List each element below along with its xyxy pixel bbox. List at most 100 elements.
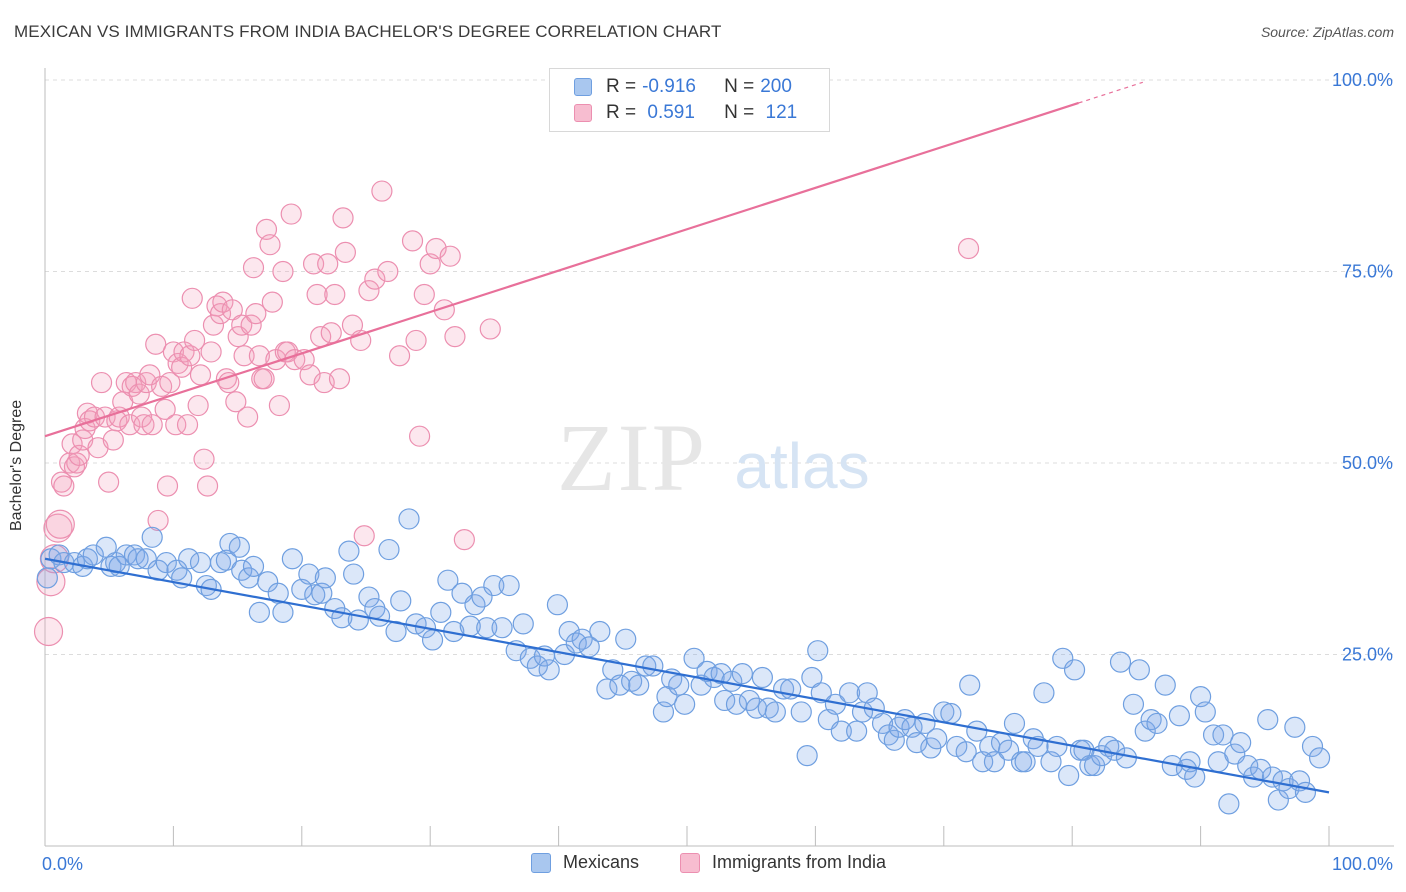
mexicans-point [1033, 682, 1055, 704]
india-point [176, 414, 199, 436]
trend-line-india-extension [1078, 81, 1144, 104]
mexicans-point [437, 569, 459, 591]
mexicans-point [558, 620, 580, 643]
india-point [453, 528, 475, 551]
mexicans-point [801, 666, 823, 689]
india-point [141, 414, 163, 436]
mexicans-point [1146, 712, 1168, 735]
india-point [444, 326, 466, 348]
india-point [280, 203, 302, 225]
chart-title: MEXICAN VS IMMIGRANTS FROM INDIA BACHELO… [14, 22, 722, 41]
y-tick-label: 75.0% [1342, 262, 1393, 282]
mexicans-point [983, 751, 1006, 773]
mexicans-point [491, 617, 513, 639]
india-point [237, 406, 259, 428]
mexicans-point [378, 538, 400, 561]
mexicans-point [358, 586, 380, 608]
mexicans-point [281, 548, 303, 570]
mexicans-point [483, 574, 505, 597]
mexicans-point [796, 745, 818, 767]
legend-item-india[interactable]: Immigrants from India [680, 852, 886, 873]
india-point [240, 314, 262, 336]
india-point [320, 322, 342, 344]
mexicans-point [731, 663, 753, 685]
mexicans-point [1003, 712, 1026, 735]
y-tick-label: 25.0% [1342, 645, 1393, 665]
india-point [272, 260, 294, 283]
mexicans-point [178, 548, 200, 570]
source-credit: Source: ZipAtlas.com [1260, 24, 1394, 40]
india-point [328, 368, 351, 390]
mexicans-point [628, 674, 650, 696]
trend-line-mexicans [44, 557, 1330, 794]
legend-n-value: 200 [760, 76, 792, 97]
mexicans-point [36, 567, 58, 589]
mexicans-point [155, 551, 177, 574]
mexicans-point [1115, 747, 1137, 769]
mexicans-point [1140, 709, 1162, 731]
india-point [353, 525, 375, 547]
mexicans-point [257, 571, 279, 593]
mexicans-point [883, 729, 905, 751]
mexicans-point [471, 586, 493, 608]
india-point [957, 237, 980, 260]
india-point [405, 329, 427, 352]
india-point [156, 475, 179, 497]
india-point [371, 180, 393, 202]
mexicans-point [1194, 701, 1216, 723]
mexicans-point [538, 659, 560, 681]
india-point [106, 410, 128, 432]
axes [44, 68, 1394, 847]
mexicans-point [398, 508, 420, 530]
india-point [159, 371, 181, 394]
india-point [358, 280, 380, 302]
mexicans-point [127, 548, 149, 570]
india-point [165, 414, 187, 436]
legend-item-mexicans[interactable]: Mexicans [531, 852, 639, 873]
india-point [133, 414, 155, 436]
india-point [36, 567, 66, 597]
y-tick-label: 100.0% [1332, 70, 1393, 90]
mexicans-point [215, 549, 238, 571]
mexicans-point [272, 601, 294, 623]
mexicans-point [1058, 764, 1080, 787]
india-point [364, 268, 386, 290]
india-point [479, 318, 501, 340]
legend-n-label: N = [724, 76, 755, 97]
mexicans-point [807, 640, 829, 662]
legend-swatch-india [574, 104, 592, 122]
india-point [90, 371, 113, 394]
mexicans-point [1301, 735, 1324, 758]
india-point [173, 341, 195, 363]
mexicans-point [338, 540, 360, 562]
india-point [248, 345, 270, 367]
india-point [128, 383, 150, 405]
mexicans-point [830, 720, 852, 742]
mexicans-point [959, 674, 981, 696]
mexicans-point [1237, 754, 1259, 777]
india-point [193, 448, 215, 470]
india-point [98, 471, 120, 493]
mexicans-point [757, 697, 779, 719]
legend-row-india: R = 0.591 N = 121 [574, 101, 797, 125]
mexicans-point [368, 605, 391, 627]
india-point [242, 257, 265, 279]
mexicans-point [135, 548, 157, 570]
india-point [33, 616, 64, 647]
mexicans-point [926, 728, 948, 750]
mexicans-point [141, 526, 163, 548]
india-point [388, 345, 411, 367]
legend-r-value: 0.591 [642, 102, 695, 123]
mexicans-point [725, 693, 748, 715]
legend-swatch-india [680, 852, 700, 873]
mexicans-point [546, 594, 569, 616]
tick-labels: 25.0% 50.0% 75.0% 100.0% 0.0% 100.0% [42, 70, 1393, 874]
mexicans-point [871, 712, 894, 735]
india-point [102, 429, 124, 451]
mexicans-point [710, 663, 732, 685]
mexicans-point [314, 567, 336, 589]
india-point [147, 509, 169, 532]
x-tick-label: 100.0% [1332, 854, 1393, 874]
india-point [53, 475, 75, 497]
